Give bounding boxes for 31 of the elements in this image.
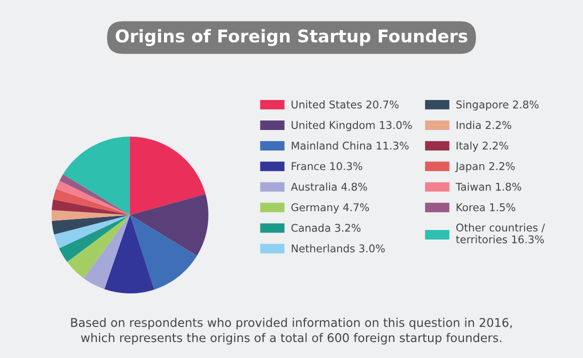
pie-slice [67,215,130,278]
pie-slice [63,136,130,215]
legend-label: Other countries / territories 16.3% [456,223,545,244]
legend-label: Germany 4.7% [291,203,369,214]
pie-slice [54,215,130,248]
pie-slice [104,215,154,294]
pie-slice [130,194,208,256]
pie-slice [59,174,130,215]
legend-label: Netherlands 3.0% [292,244,385,252]
pie-slice [56,180,130,215]
pie-slice [52,215,130,234]
legend-label: Singapore 2.8% [456,100,539,111]
pie-slice [130,215,197,290]
text: Based on respondents who provided information on this question in 2016, which represents the origins of a total of 600 foreign startup founders. [71,318,512,345]
legend-label: Taiwan 1.8% [456,182,522,191]
legend-label: India 2.2% [456,120,512,130]
pie-slice [59,215,130,262]
pie-slice [52,199,130,215]
legend-label: Canada 3.2% [291,224,361,232]
legend-label: Korea 1.5% [456,203,516,212]
pie-slice [53,188,130,215]
legend-label: Australia 4.8% [290,182,368,191]
legend-label: Mainland China 11.3% [292,141,409,150]
legend-label: United Kingdom 13.0% [292,120,412,132]
legend-label: France 10.3% [292,162,362,170]
chart-title: Origins of Foreign Startup Founders [116,29,468,46]
pie-slice [130,136,206,215]
pie-slice [84,215,130,290]
legend-label: Japan 2.2% [455,162,515,172]
legend-label: United States 20.7% [292,100,399,108]
legend-label: Italy 2.2% [456,141,508,152]
